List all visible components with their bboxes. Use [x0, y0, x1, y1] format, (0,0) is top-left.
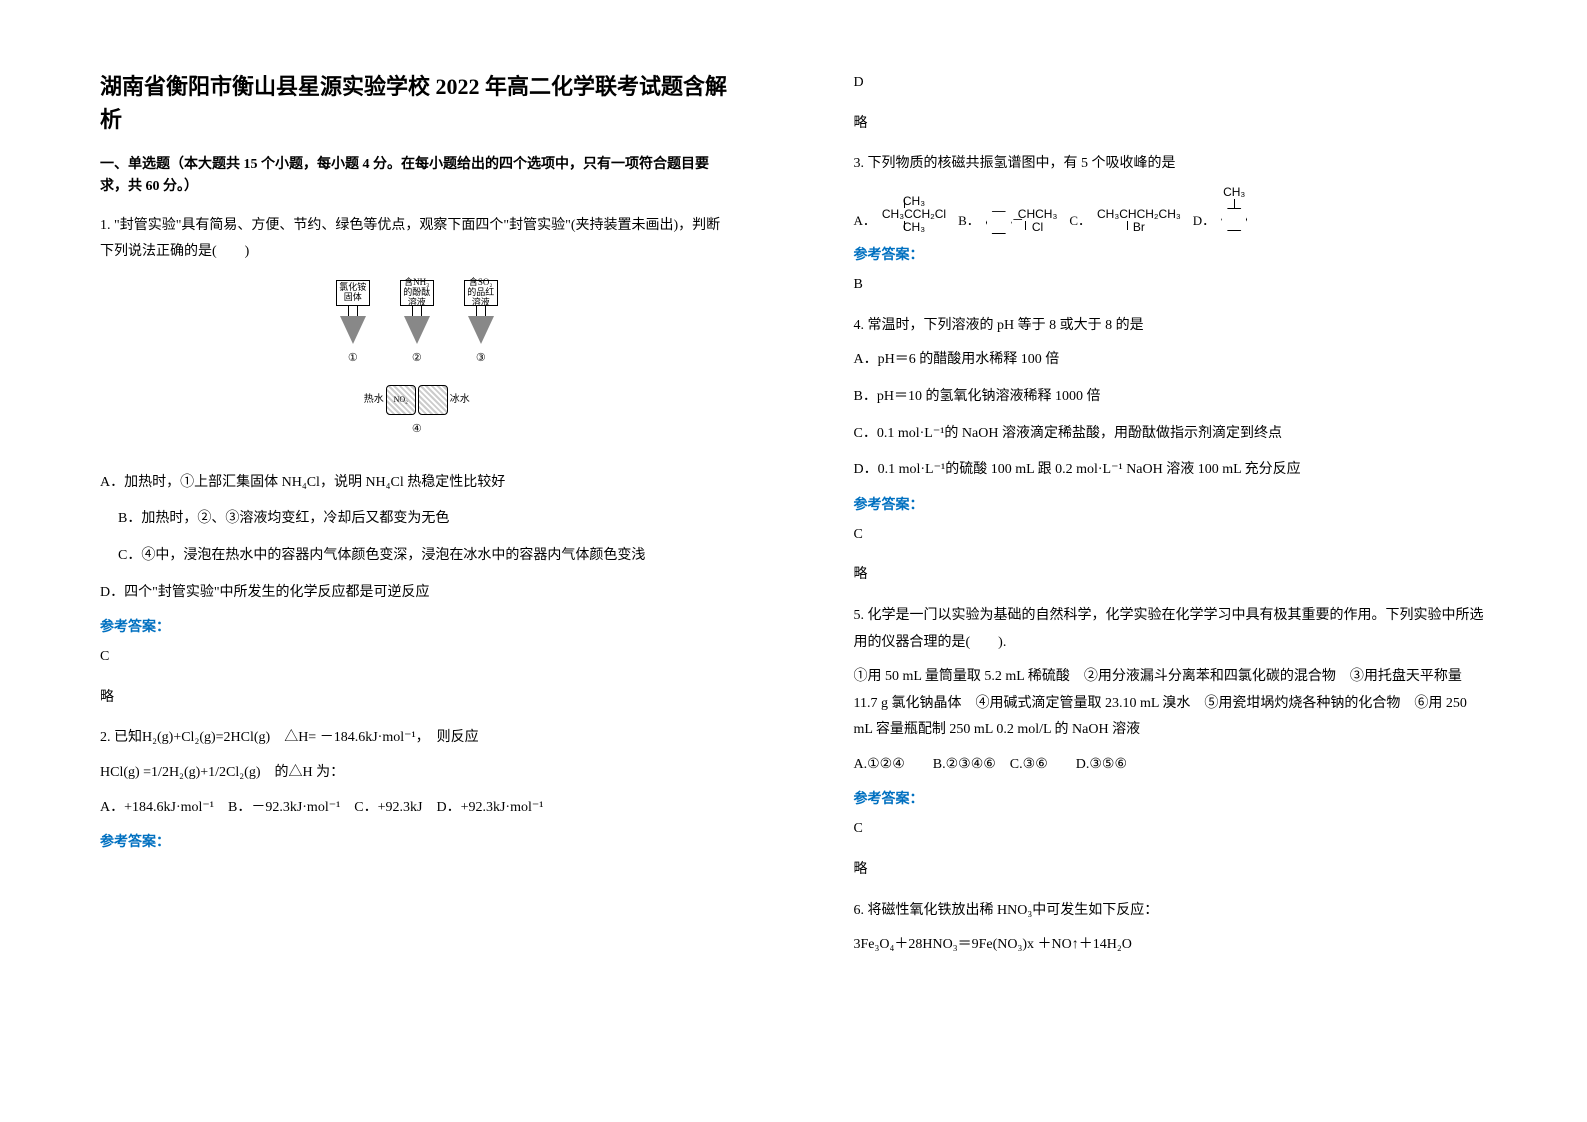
q2-stem-b: HCl(g) =1/2H₂(g)+1/2Cl₂(g) 的△H 为：: [100, 760, 734, 787]
q1-answer-label: 参考答案：: [100, 616, 734, 636]
q3-answer: B: [854, 272, 1488, 299]
q3-answer-label: 参考答案：: [854, 244, 1488, 264]
tube2-top: 含NH₃的酚酞溶液: [400, 280, 434, 306]
q2-stem-a: 2. 已知H₂(g)+Cl₂(g)=2HCl(g) △H= －184.6kJ·m…: [100, 725, 734, 752]
q4-answer: C: [854, 522, 1488, 549]
no2-flask-1: NO₂: [386, 385, 416, 415]
tube4-num: ④: [412, 419, 422, 440]
q5-opts: A.①②④ B.②③④⑥ C.③⑥ D.③⑤⑥: [854, 752, 1488, 779]
q6-stem: 6. 将磁性氧化铁放出稀 HNO₃中可发生如下反应：: [854, 898, 1488, 925]
q1-diagram: 氯化铵固体 ① 含NH₃的酚酞溶液 ② 含SO₂的品红溶液: [100, 280, 734, 456]
q5-answer-label: 参考答案：: [854, 788, 1488, 808]
q6-equation: 3Fe₃O₄＋28HNO₃＝9Fe(NO₃)x ＋NO↑＋14H₂O: [854, 932, 1488, 959]
tube1-top: 氯化铵固体: [336, 280, 370, 306]
q5-answer: C: [854, 816, 1488, 843]
q4-opt-c: C．0.1 mol·L⁻¹的 NaOH 溶液滴定稀盐酸，用酚酞做指示剂滴定到终点: [854, 421, 1488, 448]
cold-label: 冰水: [450, 390, 470, 409]
q1-stem: 1. "封管实验"具有简易、方便、节约、绿色等优点，观察下面四个"封管实验"(夹…: [100, 213, 734, 266]
q3-optd-label: D．: [1193, 209, 1215, 234]
q4-opt-b: B．pH＝10 的氢氧化钠溶液稀释 1000 倍: [854, 384, 1488, 411]
q3-stem: 3. 下列物质的核磁共振氢谱图中，有 5 个吸收峰的是: [854, 151, 1488, 178]
q3-opt-c: C． CH₃CHCH₂CH₃ Br: [1069, 208, 1180, 234]
q2-opts: A．+184.6kJ·mol⁻¹ B．－92.3kJ·mol⁻¹ C．+92.3…: [100, 795, 734, 822]
q4-answer-label: 参考答案：: [854, 494, 1488, 514]
q3-opt-d: D． CH₃: [1193, 186, 1247, 234]
q3-optc-label: C．: [1069, 209, 1091, 234]
tube3-top: 含SO₂的品红溶液: [464, 280, 498, 306]
q3-structC-l1: CH₃CHCH₂CH₃: [1097, 207, 1181, 221]
hexagon-icon-2: [1221, 208, 1247, 231]
hexagon-icon: [986, 211, 1012, 234]
q3-optb-label: B．: [958, 209, 980, 234]
q4-note: 略: [854, 562, 1488, 589]
section-header: 一、单选题（本大题共 15 个小题，每小题 4 分。在每小题给出的四个选项中，只…: [100, 154, 734, 199]
q1-opt-a: A．加热时，①上部汇集固体 NH₄Cl，说明 NH₄Cl 热稳定性比较好: [100, 470, 734, 497]
no2-flask-2: [418, 385, 448, 415]
q2-note: 略: [854, 111, 1488, 138]
question-1: 1. "封管实验"具有简易、方便、节约、绿色等优点，观察下面四个"封管实验"(夹…: [100, 213, 734, 606]
q3-structD: CH₃: [1221, 186, 1247, 234]
q3-structA-l3: CH₃: [882, 221, 946, 234]
q3-structB: － CHCH₃ Cl: [1018, 208, 1058, 234]
tube1-num: ①: [348, 348, 358, 369]
question-2: 2. 已知H₂(g)+Cl₂(g)=2HCl(g) △H= －184.6kJ·m…: [100, 725, 734, 821]
q3-opta-label: A．: [854, 209, 876, 234]
q3-structA-l2: CH₃CCH₂Cl: [882, 207, 946, 221]
q3-structC-l2: Br: [1097, 221, 1181, 234]
q3-structD-l1: CH₃: [1221, 186, 1247, 199]
q1-opt-b: B．加热时，②、③溶液均变红，冷却后又都变为无色: [100, 506, 734, 533]
q3-opt-a: A． CH₃ CH₃CCH₂Cl CH₃: [854, 195, 947, 235]
question-6: 6. 将磁性氧化铁放出稀 HNO₃中可发生如下反应： 3Fe₃O₄＋28HNO₃…: [854, 898, 1488, 959]
q2-answer: D: [854, 70, 1488, 97]
q3-structC: CH₃CHCH₂CH₃ Br: [1097, 208, 1181, 234]
q1-opt-c: C．④中，浸泡在热水中的容器内气体颜色变深，浸泡在冰水中的容器内气体颜色变浅: [100, 543, 734, 570]
q5-stem: 5. 化学是一门以实验为基础的自然科学，化学实验在化学学习中具有极其重要的作用。…: [854, 603, 1488, 656]
q5-detail: ①用 50 mL 量筒量取 5.2 mL 稀硫酸 ②用分液漏斗分离苯和四氯化碳的…: [854, 664, 1488, 744]
q3-options-row: A． CH₃ CH₃CCH₂Cl CH₃ B．: [854, 186, 1488, 234]
tube-4: 热水 NO₂ 冰水 ④: [364, 385, 470, 440]
q3-opt-b: B． － CHCH₃ Cl: [958, 208, 1057, 234]
q4-opt-a: A．pH＝6 的醋酸用水稀释 100 倍: [854, 347, 1488, 374]
tube-2: 含NH₃的酚酞溶液 ②: [400, 280, 434, 369]
q1-opt-d: D．四个"封管实验"中所发生的化学反应都是可逆反应: [100, 580, 734, 607]
q1-answer: C: [100, 644, 734, 671]
heat-label: 热水: [364, 390, 384, 409]
question-4: 4. 常温时，下列溶液的 pH 等于 8 或大于 8 的是 A．pH＝6 的醋酸…: [854, 313, 1488, 484]
q5-note: 略: [854, 857, 1488, 884]
tube-1: 氯化铵固体 ①: [336, 280, 370, 369]
tube-3: 含SO₂的品红溶液 ③: [464, 280, 498, 369]
tube2-num: ②: [412, 348, 422, 369]
question-5: 5. 化学是一门以实验为基础的自然科学，化学实验在化学学习中具有极其重要的作用。…: [854, 603, 1488, 779]
q4-stem: 4. 常温时，下列溶液的 pH 等于 8 或大于 8 的是: [854, 313, 1488, 340]
q3-structA: CH₃ CH₃CCH₂Cl CH₃: [882, 195, 946, 235]
question-3: 3. 下列物质的核磁共振氢谱图中，有 5 个吸收峰的是 A． CH₃ CH₃CC…: [854, 151, 1488, 234]
q4-opt-d: D．0.1 mol·L⁻¹的硫酸 100 mL 跟 0.2 mol·L⁻¹ Na…: [854, 457, 1488, 484]
q2-answer-label: 参考答案：: [100, 831, 734, 851]
tube3-num: ③: [476, 348, 486, 369]
q1-note: 略: [100, 685, 734, 712]
page-title: 湖南省衡阳市衡山县星源实验学校 2022 年高二化学联考试题含解析: [100, 70, 734, 136]
